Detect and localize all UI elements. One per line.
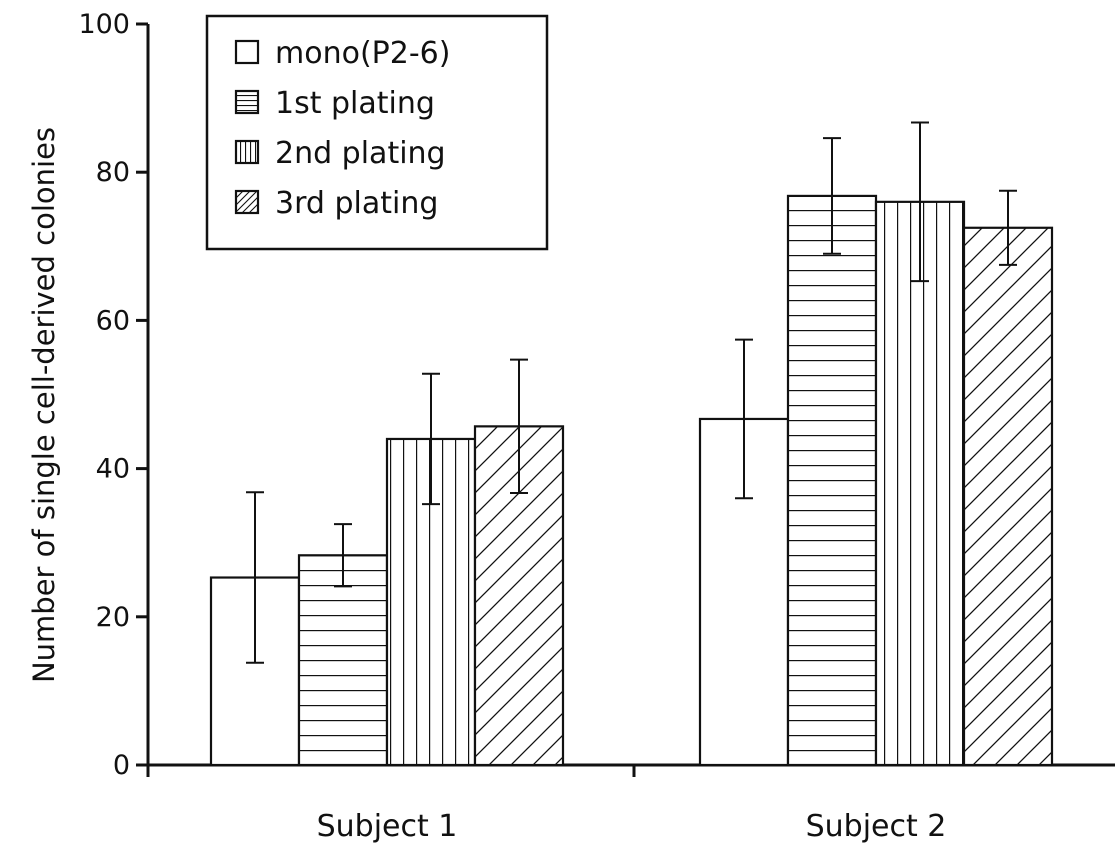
legend-swatch xyxy=(236,91,258,113)
y-axis: 0 20 40 60 80 100 xyxy=(78,9,148,781)
legend-swatch xyxy=(236,191,258,213)
legend: mono(P2-6) 1st plating 2nd plating 3rd plat… xyxy=(207,16,547,249)
bar-subject-2-4 xyxy=(964,228,1052,765)
y-tick-label: 40 xyxy=(96,454,130,485)
legend-label: 3rd plating xyxy=(275,186,438,221)
x-axis: Subject 1 Subject 2 xyxy=(148,765,1115,843)
legend-label: mono(P2-6) xyxy=(275,36,450,71)
bar-subject-2-2 xyxy=(788,196,876,765)
legend-swatch xyxy=(236,141,258,163)
y-tick-label: 60 xyxy=(96,305,130,336)
legend-label: 1st plating xyxy=(275,86,435,121)
y-tick-label: 80 xyxy=(96,157,130,188)
legend-swatch xyxy=(236,41,258,63)
x-category-label: Subject 1 xyxy=(317,809,458,843)
y-axis-label: Number of single cell-derived colonies xyxy=(27,127,61,683)
bar-subject-2-3 xyxy=(876,202,964,765)
x-category-label: Subject 2 xyxy=(806,809,947,843)
legend-label: 2nd plating xyxy=(275,136,446,171)
y-tick-label: 100 xyxy=(78,9,130,40)
y-tick-label: 20 xyxy=(96,602,130,633)
y-tick-label: 0 xyxy=(113,750,130,781)
